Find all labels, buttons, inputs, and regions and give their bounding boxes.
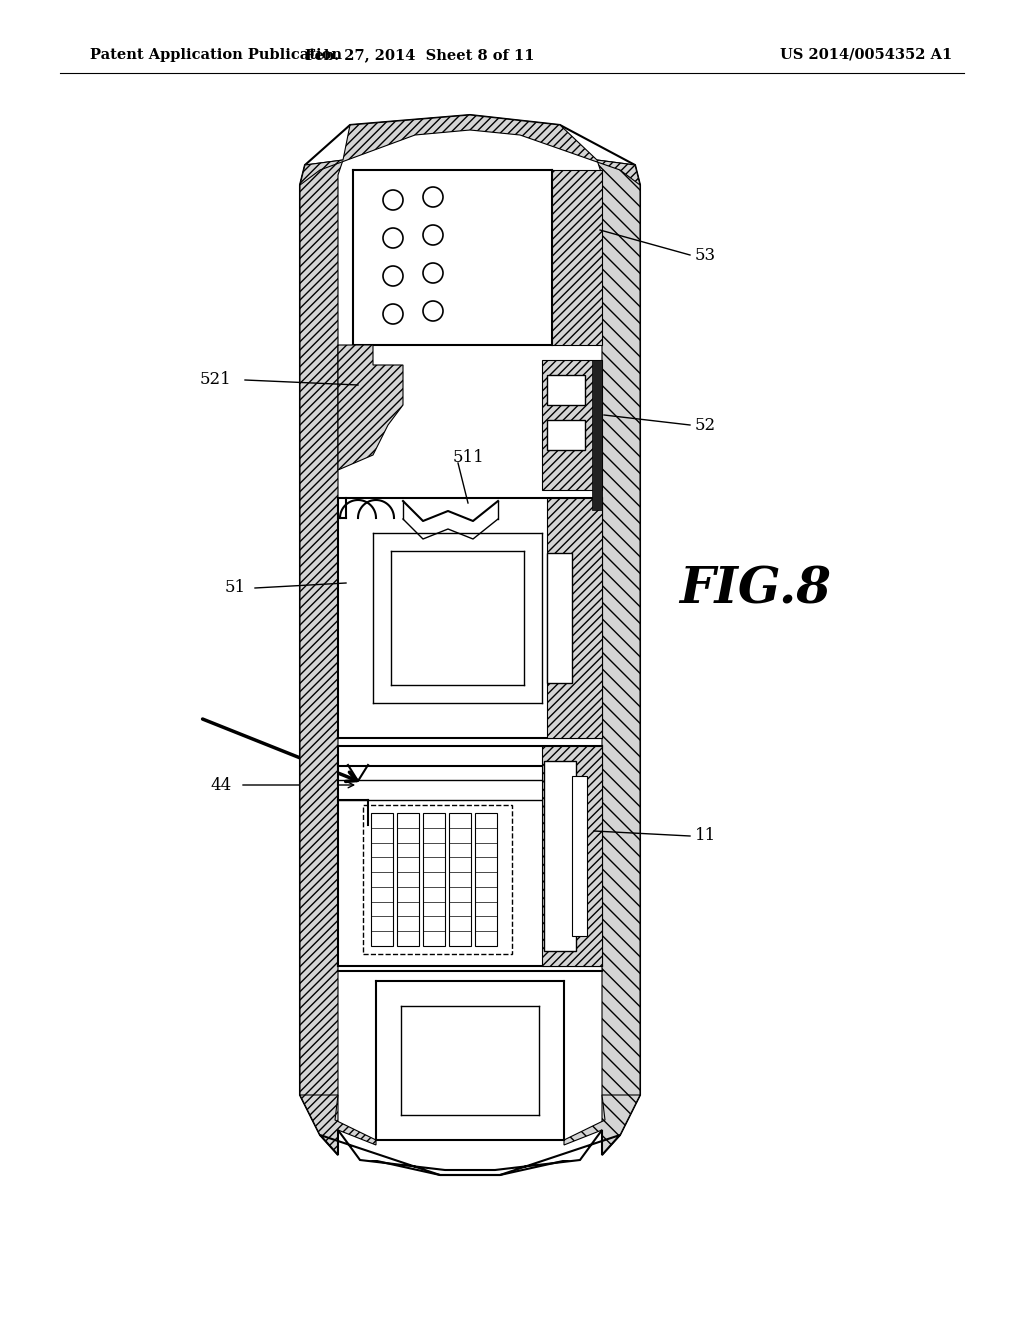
Polygon shape — [547, 498, 602, 738]
Bar — [547, 553, 572, 682]
Text: Feb. 27, 2014  Sheet 8 of 11: Feb. 27, 2014 Sheet 8 of 11 — [305, 48, 535, 62]
Circle shape — [383, 267, 403, 286]
Polygon shape — [300, 115, 640, 185]
Polygon shape — [300, 160, 343, 1155]
Polygon shape — [300, 1096, 376, 1155]
Bar — [338, 360, 602, 490]
Polygon shape — [542, 746, 602, 966]
Text: 11: 11 — [695, 828, 716, 845]
Circle shape — [383, 228, 403, 248]
Bar — [544, 762, 575, 950]
Text: 53: 53 — [695, 247, 716, 264]
Polygon shape — [542, 360, 602, 490]
Circle shape — [423, 263, 443, 282]
Text: US 2014/0054352 A1: US 2014/0054352 A1 — [780, 48, 952, 62]
Text: 44: 44 — [210, 776, 231, 793]
Text: 51: 51 — [225, 579, 246, 597]
Polygon shape — [564, 1096, 640, 1155]
Text: 521: 521 — [200, 371, 231, 388]
Text: FIG.8: FIG.8 — [679, 565, 831, 615]
Circle shape — [383, 190, 403, 210]
Polygon shape — [597, 160, 640, 1155]
Circle shape — [423, 187, 443, 207]
Bar — [449, 813, 471, 946]
Bar — [592, 360, 602, 510]
Circle shape — [383, 304, 403, 323]
Bar — [362, 805, 512, 954]
Bar — [338, 972, 602, 1160]
Bar — [475, 813, 497, 946]
Circle shape — [423, 224, 443, 246]
Bar — [423, 813, 445, 946]
Text: 52: 52 — [695, 417, 716, 433]
Polygon shape — [338, 345, 403, 470]
Bar — [397, 813, 419, 946]
Bar — [338, 165, 602, 355]
Text: 511: 511 — [453, 450, 484, 466]
Polygon shape — [552, 170, 602, 345]
Bar — [547, 375, 585, 405]
Circle shape — [423, 301, 443, 321]
Text: Patent Application Publication: Patent Application Publication — [90, 48, 342, 62]
Bar — [338, 498, 602, 738]
Bar — [371, 813, 393, 946]
Bar — [547, 420, 585, 450]
Bar — [572, 776, 587, 936]
Bar — [338, 746, 602, 966]
